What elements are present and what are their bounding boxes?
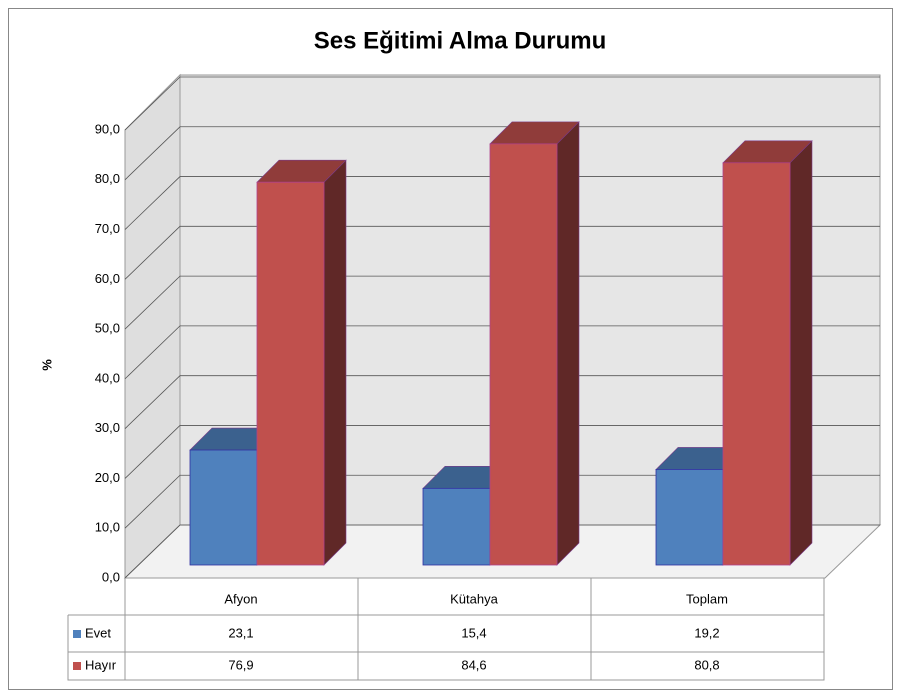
- grid-line: [124, 375, 880, 429]
- bar: [256, 159, 347, 566]
- grid-line: [124, 474, 880, 529]
- bar-front: [489, 143, 558, 566]
- legend-swatch: [73, 662, 81, 670]
- y-tick-label: 70,0: [95, 221, 120, 236]
- y-tick-label: 0,0: [102, 569, 120, 584]
- bar-front: [655, 469, 724, 566]
- y-axis-label: %: [39, 359, 54, 371]
- legend-swatch: [73, 630, 81, 638]
- legend-label: Hayır: [85, 657, 117, 672]
- bar: [722, 140, 813, 566]
- grid-line: [124, 76, 880, 131]
- chart-title: Ses Eğitimi Alma Durumu: [314, 27, 607, 54]
- y-tick-label: 30,0: [95, 420, 120, 435]
- table-value: 23,1: [228, 625, 253, 640]
- bar-front: [422, 487, 491, 566]
- x-tick-label: Toplam: [686, 591, 728, 606]
- x-tick-label: Afyon: [224, 591, 257, 606]
- bar-front: [256, 181, 325, 566]
- table-value: 76,9: [228, 657, 253, 672]
- bar-front: [189, 449, 258, 566]
- bar-side: [323, 159, 347, 566]
- table-value: 84,6: [461, 657, 486, 672]
- bar-side: [556, 121, 580, 566]
- grid-line: [124, 524, 880, 579]
- bar-side: [789, 140, 813, 566]
- table-line: [67, 615, 125, 681]
- table-value: 80,8: [694, 657, 719, 672]
- y-tick-label: 80,0: [95, 171, 120, 186]
- y-tick-label: 90,0: [95, 121, 120, 136]
- y-tick-label: 10,0: [95, 520, 120, 535]
- bar-front: [722, 162, 791, 566]
- grid-line: [124, 275, 880, 330]
- x-tick-label: Kütahya: [450, 591, 498, 606]
- grid-line: [124, 425, 880, 479]
- grid-line: [124, 325, 880, 380]
- grid-line: [124, 126, 880, 181]
- table-value: 15,4: [461, 625, 486, 640]
- y-tick-label: 40,0: [95, 370, 120, 385]
- bar: [489, 121, 580, 566]
- y-tick-label: 60,0: [95, 271, 120, 286]
- y-tick-label: 20,0: [95, 470, 120, 485]
- table-value: 19,2: [694, 625, 719, 640]
- table-border: [124, 578, 825, 681]
- grid-line: [124, 225, 880, 280]
- grid-line: [124, 176, 880, 230]
- side-wall: [124, 73, 181, 580]
- legend-label: Evet: [85, 625, 111, 640]
- y-tick-label: 50,0: [95, 321, 120, 336]
